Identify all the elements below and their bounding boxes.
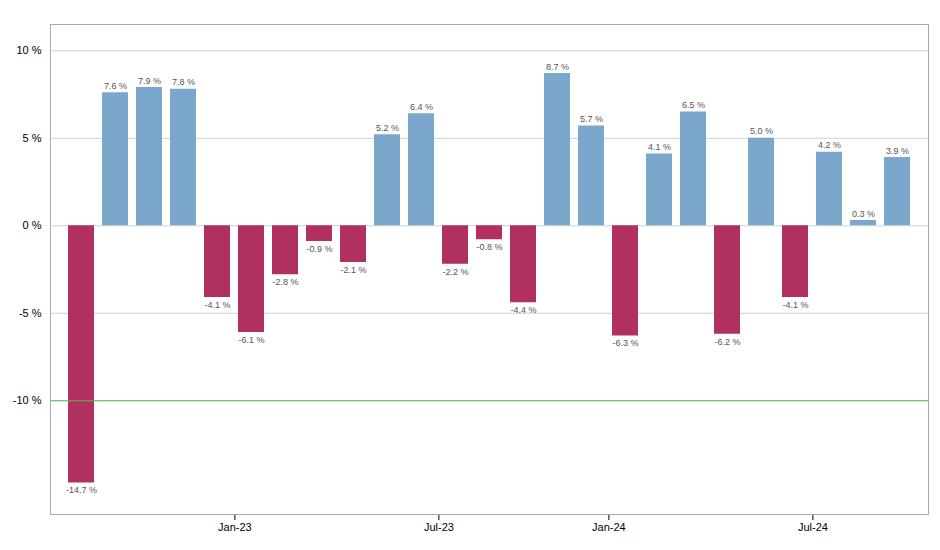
- svg-text:10 %: 10 %: [16, 44, 41, 56]
- svg-text:5.7 %: 5.7 %: [580, 114, 603, 124]
- svg-text:4.1 %: 4.1 %: [648, 142, 671, 152]
- svg-text:-6.1 %: -6.1 %: [238, 335, 264, 345]
- svg-text:5 %: 5 %: [23, 132, 42, 144]
- svg-text:5.0 %: 5.0 %: [750, 126, 773, 136]
- svg-text:4.2 %: 4.2 %: [818, 140, 841, 150]
- svg-text:7.9 %: 7.9 %: [138, 76, 161, 86]
- svg-text:0 %: 0 %: [23, 219, 42, 231]
- svg-text:-10 %: -10 %: [13, 394, 42, 406]
- svg-text:-2.2 %: -2.2 %: [442, 267, 468, 277]
- svg-text:Jul-24: Jul-24: [798, 521, 828, 533]
- svg-text:7.6 %: 7.6 %: [104, 81, 127, 91]
- svg-text:-4.4 %: -4.4 %: [510, 305, 536, 315]
- svg-text:5.2 %: 5.2 %: [376, 123, 399, 133]
- svg-text:6.5 %: 6.5 %: [682, 100, 705, 110]
- svg-text:-0.9 %: -0.9 %: [306, 244, 332, 254]
- svg-text:-2.8 %: -2.8 %: [272, 277, 298, 287]
- svg-text:8.7 %: 8.7 %: [546, 62, 569, 72]
- svg-text:0.3 %: 0.3 %: [852, 209, 875, 219]
- svg-text:3.9 %: 3.9 %: [886, 146, 909, 156]
- svg-text:-0.8 %: -0.8 %: [476, 242, 502, 252]
- svg-text:-4.1 %: -4.1 %: [782, 300, 808, 310]
- svg-text:7.8 %: 7.8 %: [172, 77, 195, 87]
- svg-text:-4.1 %: -4.1 %: [204, 300, 230, 310]
- svg-text:-14.7 %: -14.7 %: [66, 485, 97, 495]
- svg-text:Jan-24: Jan-24: [592, 521, 626, 533]
- svg-text:Jul-23: Jul-23: [424, 521, 454, 533]
- svg-text:Jan-23: Jan-23: [218, 521, 252, 533]
- svg-text:-5 %: -5 %: [19, 307, 42, 319]
- svg-text:-6.3 %: -6.3 %: [612, 338, 638, 348]
- svg-text:-6.2 %: -6.2 %: [714, 337, 740, 347]
- svg-text:-2.1 %: -2.1 %: [340, 265, 366, 275]
- svg-text:6.4 %: 6.4 %: [410, 102, 433, 112]
